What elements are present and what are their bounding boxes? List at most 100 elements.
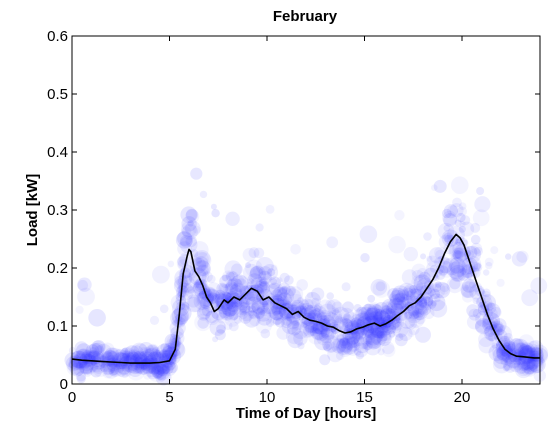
- scatter-point: [228, 292, 243, 308]
- scatter-point: [147, 364, 165, 382]
- scatter-point: [107, 361, 124, 377]
- scatter-point: [303, 325, 315, 337]
- scatter-point: [465, 278, 479, 293]
- scatter-point: [85, 353, 92, 360]
- scatter-point: [114, 350, 133, 369]
- scatter-point: [245, 262, 251, 269]
- scatter-point: [517, 355, 532, 371]
- scatter-point: [320, 329, 328, 336]
- scatter-point: [127, 362, 145, 381]
- scatter-point: [192, 225, 201, 234]
- scatter-point: [283, 300, 302, 319]
- scatter-point: [370, 328, 388, 346]
- scatter-point: [387, 314, 405, 331]
- scatter-point: [104, 351, 122, 368]
- scatter-point: [296, 310, 307, 321]
- scatter-point: [100, 342, 115, 357]
- scatter-point: [515, 356, 531, 372]
- scatter-point: [437, 222, 455, 240]
- scatter-point: [273, 286, 288, 302]
- scatter-point: [250, 266, 263, 279]
- scatter-point: [186, 289, 196, 299]
- scatter-point: [271, 264, 278, 271]
- scatter-point: [159, 304, 169, 314]
- scatter-point: [85, 344, 100, 359]
- scatter-point: [183, 283, 195, 294]
- scatter-point: [522, 347, 529, 354]
- scatter-point: [251, 302, 260, 312]
- scatter-point: [366, 311, 377, 321]
- scatter-point: [152, 346, 160, 354]
- scatter-point: [463, 245, 482, 264]
- scatter-point: [215, 294, 234, 312]
- scatter-point: [274, 288, 288, 302]
- scatter-point: [398, 282, 416, 301]
- scatter-point: [82, 364, 93, 375]
- scatter-point: [380, 319, 395, 333]
- scatter-point: [73, 365, 85, 376]
- scatter-point: [287, 303, 297, 313]
- scatter-point: [149, 359, 159, 369]
- scatter-point: [318, 311, 328, 321]
- scatter-point: [415, 314, 426, 325]
- scatter-point: [312, 308, 321, 317]
- scatter-point: [475, 318, 491, 335]
- scatter-cloud: [64, 167, 548, 386]
- scatter-point: [404, 309, 414, 319]
- scatter-point: [312, 323, 331, 341]
- scatter-point: [482, 288, 491, 298]
- scatter-point: [407, 305, 420, 317]
- scatter-point: [346, 343, 359, 356]
- scatter-point: [335, 351, 345, 361]
- scatter-point: [331, 301, 344, 314]
- y-tick-label: 0.6: [47, 28, 68, 45]
- scatter-point: [468, 308, 481, 321]
- scatter-point: [396, 300, 408, 312]
- scatter-point: [146, 366, 160, 380]
- scatter-point: [271, 297, 279, 305]
- scatter-point: [518, 347, 535, 364]
- scatter-point: [75, 305, 84, 314]
- scatter-point: [360, 303, 378, 321]
- scatter-point: [256, 310, 273, 326]
- scatter-point: [409, 311, 419, 322]
- scatter-point: [506, 341, 516, 351]
- scatter-point: [365, 333, 382, 350]
- scatter-point: [384, 308, 396, 320]
- scatter-point: [336, 337, 352, 353]
- scatter-point: [198, 291, 206, 299]
- scatter-point: [518, 354, 534, 370]
- scatter-point: [193, 280, 208, 295]
- scatter-point: [246, 292, 253, 299]
- scatter-point: [95, 363, 102, 371]
- scatter-point: [379, 308, 394, 323]
- scatter-point: [193, 251, 209, 267]
- x-axis-label: Time of Day [hours]: [236, 405, 377, 422]
- scatter-point: [122, 372, 129, 379]
- scatter-point: [225, 304, 242, 321]
- scatter-point: [526, 340, 540, 355]
- scatter-point: [239, 297, 250, 309]
- scatter-point: [470, 234, 481, 245]
- scatter-point: [154, 360, 170, 376]
- scatter-point: [355, 351, 364, 360]
- y-tick-label: 0.5: [47, 86, 68, 103]
- x-ticks: 0 5 10 15 20: [68, 36, 470, 406]
- scatter-point: [393, 321, 403, 331]
- scatter-point: [330, 331, 339, 341]
- scatter-point: [307, 327, 325, 345]
- scatter-point: [299, 303, 314, 318]
- scatter-point: [443, 224, 451, 232]
- scatter-point: [496, 344, 514, 362]
- scatter-point: [437, 264, 449, 277]
- scatter-point: [390, 302, 404, 316]
- scatter-point: [413, 290, 422, 300]
- scatter-point: [279, 286, 288, 295]
- scatter-point: [513, 359, 529, 374]
- scatter-point: [260, 300, 275, 315]
- scatter-point: [466, 304, 480, 318]
- scatter-point: [151, 363, 169, 380]
- scatter-point: [520, 345, 533, 358]
- scatter-point: [211, 311, 220, 319]
- scatter-point: [154, 364, 171, 381]
